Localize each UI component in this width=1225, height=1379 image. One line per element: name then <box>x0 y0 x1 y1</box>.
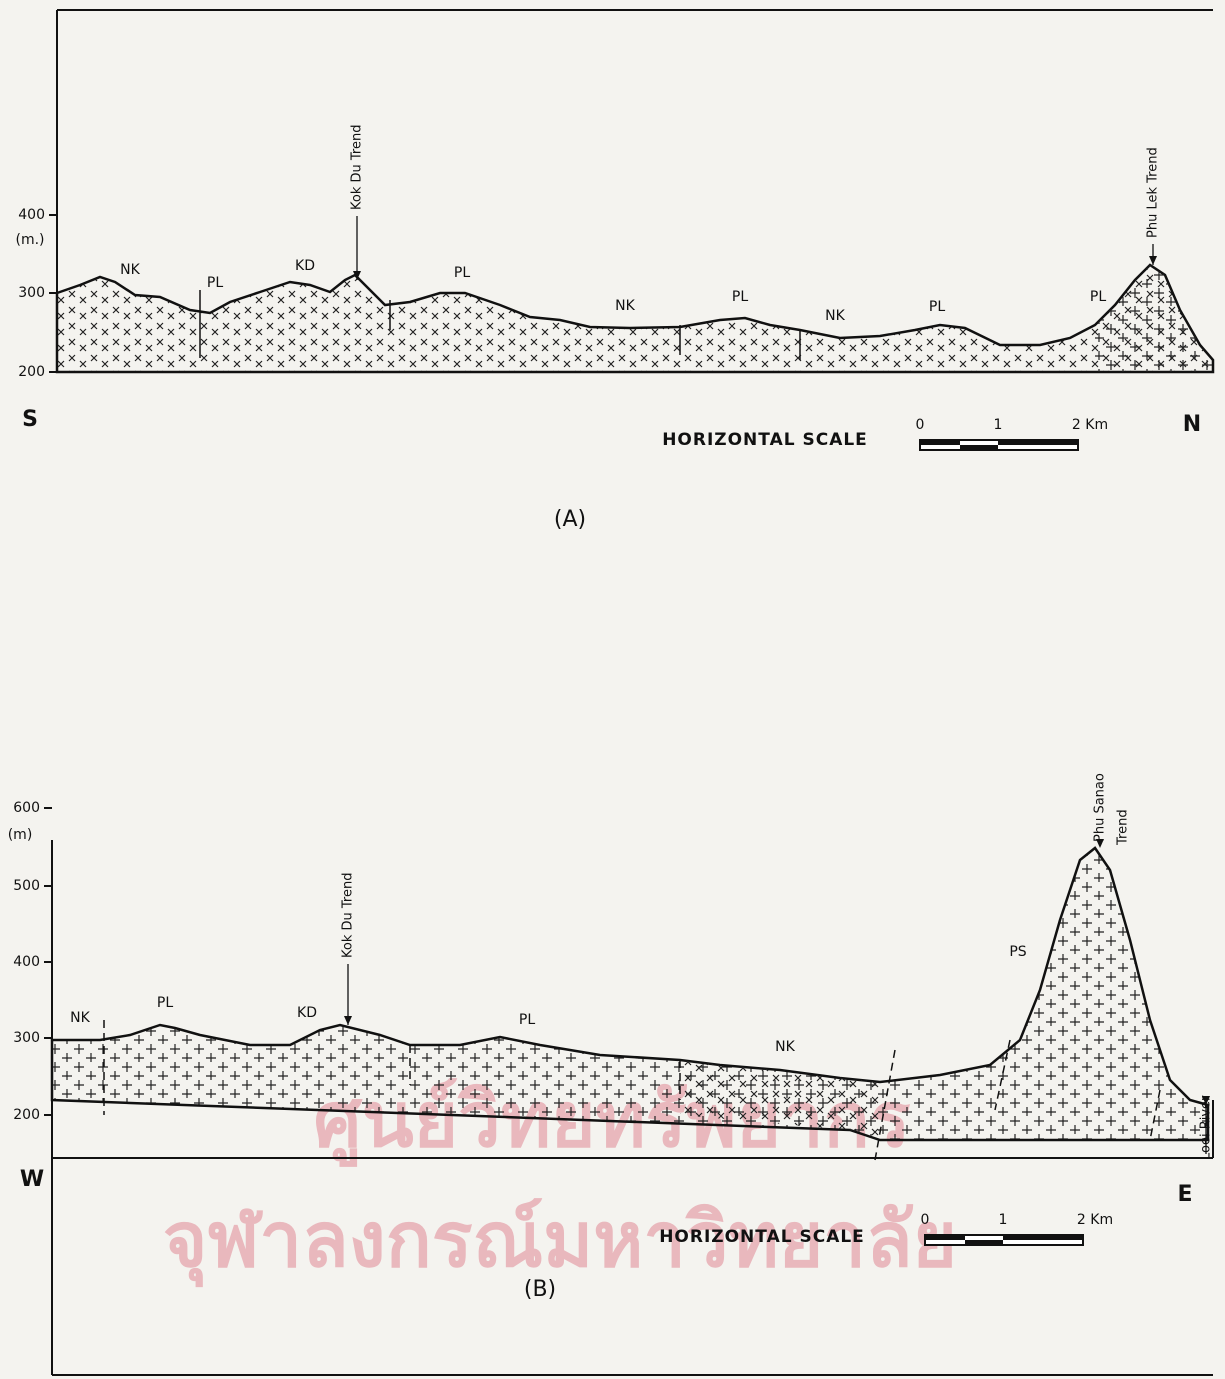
arrow-head <box>344 1016 352 1025</box>
trend-label: Phu Lek Trend <box>1146 147 1161 238</box>
cross-section-figure: ศูนย์วิทยทรัพยากร จุฬาลงกรณ์มหาวิทยาลัย … <box>0 0 1225 1379</box>
y-tick-label: 200 <box>18 364 45 380</box>
scale-title: HORIZONTAL SCALE <box>662 430 868 450</box>
scale-bar-seg <box>960 445 998 450</box>
arrow-head <box>1096 839 1104 848</box>
y-tick-label: 200 <box>13 1107 40 1123</box>
direction-label: W <box>20 1167 44 1192</box>
profile <box>52 848 1208 1140</box>
trend-label: Phu Sanao <box>1093 773 1108 842</box>
trend-label: Kok Du Trend <box>350 125 365 210</box>
caption: (A) <box>554 507 586 532</box>
direction-label: S <box>22 407 38 432</box>
scale-mark: 0 <box>916 417 925 433</box>
scale-mark: 2 Km <box>1072 417 1108 433</box>
formation-label: PL <box>207 275 223 291</box>
y-tick-label: 500 <box>13 878 40 894</box>
formation-label: NK <box>70 1010 90 1026</box>
scale-mark: 2 Km <box>1077 1212 1113 1228</box>
y-tick-label: 300 <box>18 285 45 301</box>
formation-label: PL <box>519 1012 535 1028</box>
formation-label: PL <box>454 265 470 281</box>
scale-mark: 1 <box>999 1212 1008 1228</box>
formation-label: NK <box>615 298 635 314</box>
scale-mark: 1 <box>994 417 1003 433</box>
formation-label: PS <box>1009 944 1026 960</box>
y-tick-label: 400 <box>13 954 40 970</box>
formation-label: NK <box>120 262 140 278</box>
scale-mark: 0 <box>921 1212 930 1228</box>
trend-label: Kok Du Trend <box>341 873 356 958</box>
scale-bar-seg <box>925 1235 965 1240</box>
formation-label: NK <box>825 308 845 324</box>
y-tick-label: 600 <box>13 800 40 816</box>
formation-label: PL <box>732 289 748 305</box>
scale-bar-seg <box>920 440 960 445</box>
formation-label: NK <box>775 1039 795 1055</box>
direction-label: N <box>1183 412 1201 437</box>
formation-label: KD <box>297 1005 317 1021</box>
profile <box>57 265 1213 372</box>
unit-label: (m) <box>8 827 33 843</box>
formation-label: KD <box>295 258 315 274</box>
formation-label: PL <box>1090 289 1106 305</box>
scale-title: HORIZONTAL SCALE <box>659 1227 865 1247</box>
trend-label: Trend <box>1116 809 1131 846</box>
scale-bar-seg <box>1003 1235 1083 1240</box>
scale-bar-seg <box>965 1240 1003 1245</box>
y-tick-label: 300 <box>13 1030 40 1046</box>
caption: (B) <box>524 1277 556 1302</box>
y-tick-label: 400 <box>18 207 45 223</box>
formation-label: PL <box>929 299 945 315</box>
profile-fill <box>1095 265 1213 372</box>
scale-bar-seg <box>998 440 1078 445</box>
unit-label: (m.) <box>15 232 44 248</box>
formation-label: PL <box>157 995 173 1011</box>
direction-label: E <box>1177 1182 1192 1207</box>
